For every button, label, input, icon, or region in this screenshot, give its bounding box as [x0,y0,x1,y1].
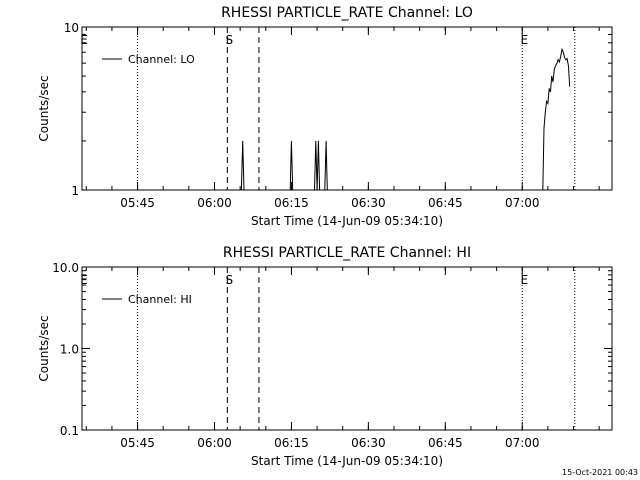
x-tick-label: 06:00 [197,436,232,450]
plot-frame [81,266,613,431]
x-tick-label: 06:30 [351,436,386,450]
legend-entry: Channel: LO [128,53,195,66]
y-tick-label: 1 [71,184,79,198]
y-tick-label: 1.0 [60,343,79,357]
series-line [324,140,328,191]
x-tick-label: 07:00 [505,196,540,210]
marker-label: S [226,33,234,47]
footer-timestamp: 15-Oct-2021 00:43 [562,468,638,477]
marker-label: E [80,33,88,47]
chart-panel-2: RHESSI PARTICLE_RATE Channel: HI Start Ti… [37,245,613,468]
y-tick-label: 0.1 [60,424,79,438]
marker-label: S [226,273,234,287]
legend-entry: Channel: HI [128,293,192,306]
y-tick-label: 10 [64,21,79,35]
x-tick-label: 07:00 [505,436,540,450]
marker-label: E [520,273,528,287]
y-axis-label: Counts/sec [37,315,51,381]
series-line [314,140,321,191]
x-tick-label: 06:15 [274,436,309,450]
chart-panel-1: RHESSI PARTICLE_RATE Channel: LO Start Ti… [37,5,613,228]
series-line [542,47,571,191]
x-axis-label: Start Time (14-Jun-09 05:34:10) [251,214,443,228]
y-tick-label: 10.0 [52,261,79,275]
marker-label: E [80,273,88,287]
x-tick-label: 05:45 [120,196,155,210]
x-tick-label: 05:45 [120,436,155,450]
series-line [289,140,294,191]
chart-title: RHESSI PARTICLE_RATE Channel: LO [221,5,473,21]
x-tick-label: 06:15 [274,196,309,210]
x-tick-label: 06:30 [351,196,386,210]
x-tick-label: 06:45 [428,436,463,450]
y-axis-label: Counts/sec [37,75,51,141]
chart-title: RHESSI PARTICLE_RATE Channel: HI [223,245,471,261]
plot-frame [81,26,613,191]
x-tick-label: 06:00 [197,196,232,210]
marker-label: E [520,33,528,47]
series-line [240,140,245,191]
x-axis-label: Start Time (14-Jun-09 05:34:10) [251,454,443,468]
x-tick-label: 06:45 [428,196,463,210]
